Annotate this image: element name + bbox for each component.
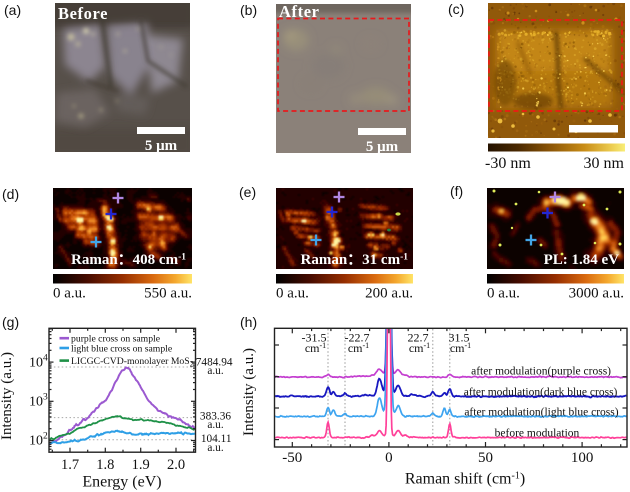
svg-text:2.0: 2.0 [167, 457, 185, 473]
svg-text:-31.5: -31.5 [302, 331, 327, 345]
svg-text:22.7: 22.7 [408, 331, 429, 345]
svg-text:1.9: 1.9 [132, 457, 150, 473]
svg-text:30 nm: 30 nm [584, 155, 625, 172]
svg-text:104: 104 [29, 353, 48, 370]
svg-text:-50: -50 [282, 450, 302, 466]
svg-text:-22.7: -22.7 [345, 331, 370, 345]
svg-text:0: 0 [385, 450, 393, 466]
svg-text:a.u.: a.u. [207, 442, 223, 454]
svg-text:Raman：408 cm-1: Raman：408 cm-1 [71, 252, 186, 268]
svg-text:LICGC-CVD-monolayer MoS2: LICGC-CVD-monolayer MoS2 [71, 356, 194, 369]
svg-text:Energy (eV): Energy (eV) [82, 474, 161, 491]
svg-text:103: 103 [29, 393, 48, 410]
svg-text:1.7: 1.7 [61, 457, 79, 473]
svg-text:50: 50 [478, 450, 493, 466]
svg-text:1.8: 1.8 [96, 457, 114, 473]
svg-text:before modulation: before modulation [495, 427, 580, 439]
svg-text:100: 100 [571, 450, 594, 466]
svg-text:purple cross on sample: purple cross on sample [71, 334, 160, 345]
svg-text:-30 nm: -30 nm [485, 155, 531, 172]
svg-text:cm-1: cm-1 [348, 341, 369, 355]
svg-text:104.11: 104.11 [201, 433, 232, 445]
svg-text:102: 102 [29, 432, 48, 449]
svg-text:a.u.: a.u. [207, 419, 223, 431]
svg-text:cm-1: cm-1 [409, 341, 430, 355]
svg-text:5 μm: 5 μm [366, 139, 399, 153]
svg-text:cm-1: cm-1 [450, 341, 471, 355]
svg-text:0 a.u.: 0 a.u. [276, 286, 309, 301]
svg-text:PL: 1.84 eV: PL: 1.84 eV [544, 252, 620, 268]
svg-text:Before: Before [58, 4, 108, 23]
svg-text:0 a.u.: 0 a.u. [53, 286, 86, 301]
svg-text:200 a.u.: 200 a.u. [365, 286, 413, 301]
svg-text:cm-1: cm-1 [305, 341, 326, 355]
svg-text:a.u.: a.u. [207, 365, 223, 377]
svg-text:7484.94: 7484.94 [196, 357, 233, 369]
svg-text:383.36: 383.36 [200, 410, 231, 422]
svg-text:0 a.u.: 0 a.u. [487, 286, 520, 301]
svg-text:Intensity (a.u.): Intensity (a.u.) [0, 352, 15, 440]
svg-text:Raman shift (cm-1): Raman shift (cm-1) [405, 471, 525, 488]
svg-text:31.5: 31.5 [449, 331, 470, 345]
svg-text:After: After [279, 4, 320, 21]
svg-text:550 a.u.: 550 a.u. [144, 286, 192, 301]
svg-text:Raman：31 cm-1: Raman：31 cm-1 [301, 252, 409, 268]
svg-text:3000 a.u.: 3000 a.u. [569, 286, 624, 301]
svg-text:light blue cross on sample: light blue cross on sample [71, 343, 172, 354]
svg-text:Intensity (a.u.): Intensity (a.u.) [241, 348, 257, 436]
svg-text:5 μm: 5 μm [145, 138, 178, 152]
svg-text:after modulation(purple cross): after modulation(purple cross) [471, 366, 611, 378]
svg-text:after modulation(light blue cr: after modulation(light blue cross) [464, 407, 618, 419]
svg-text:after modulation(dark blue cro: after modulation(dark blue cross) [464, 387, 618, 399]
